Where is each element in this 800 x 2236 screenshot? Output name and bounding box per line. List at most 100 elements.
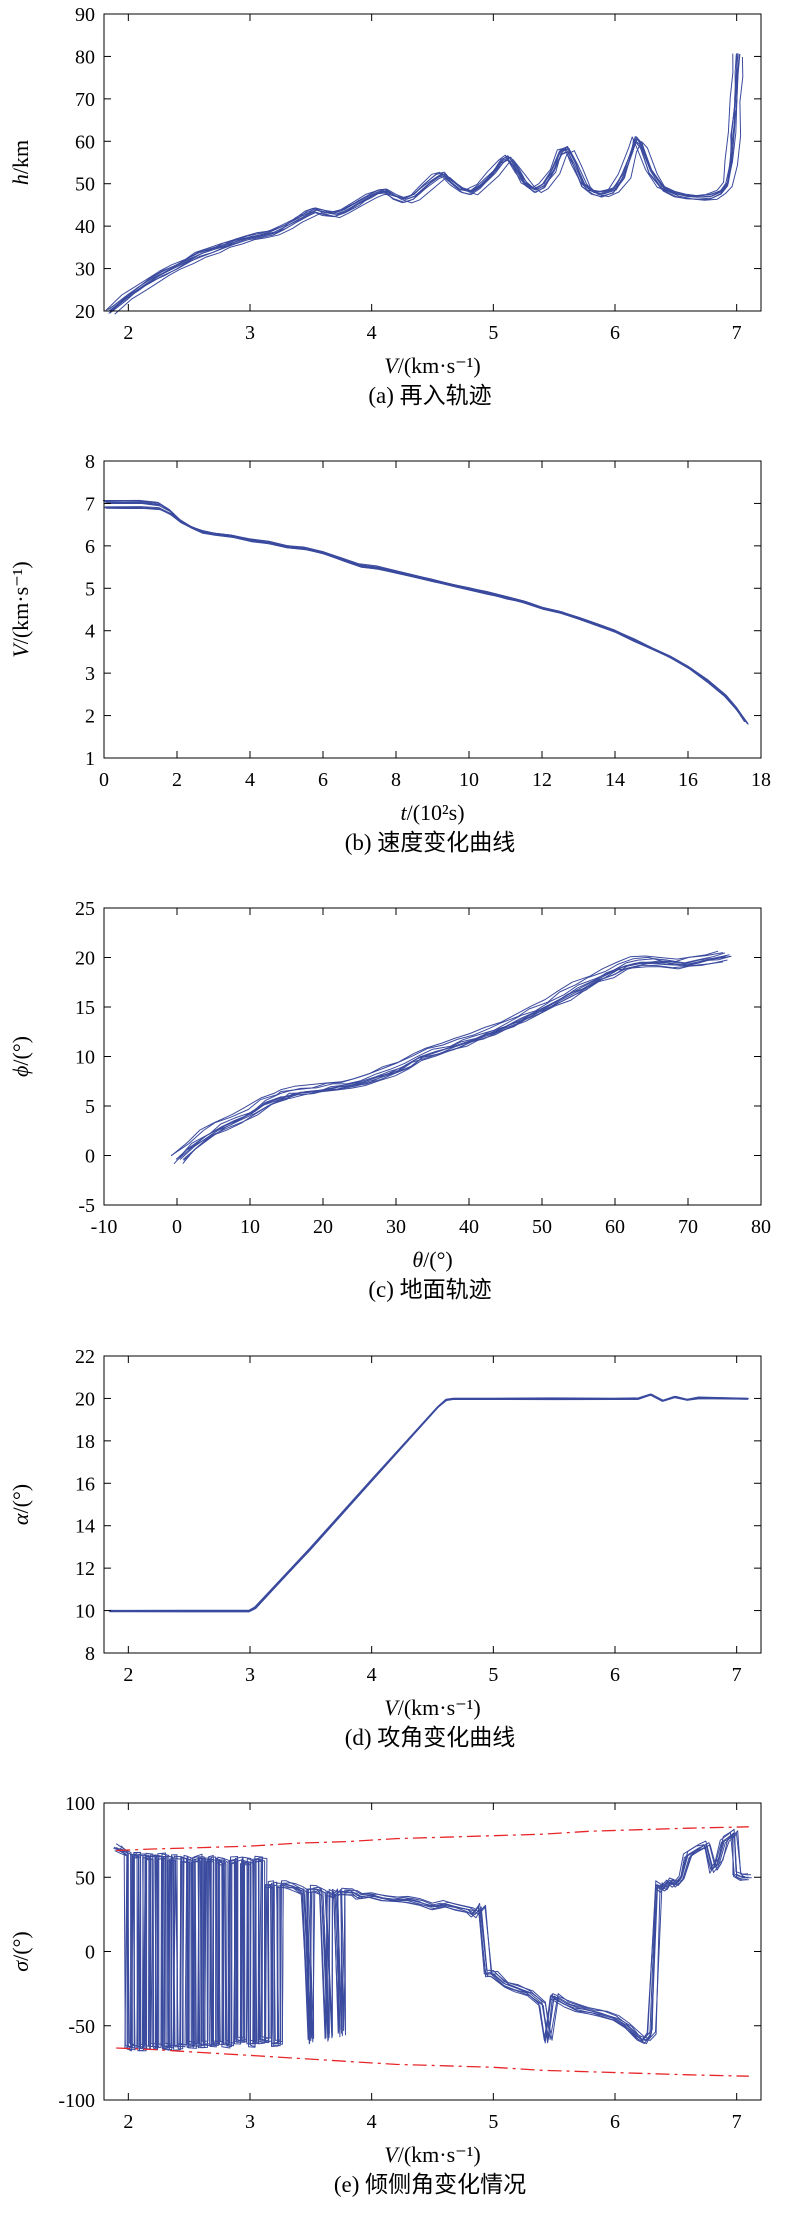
- panel-bank-angle: 2 3 4 5 6 7 -100 -50 0 50 100 V/(km·s⁻¹) σ/(°) (e) 倾…: [0, 1789, 800, 2236]
- svg-text:8: 8: [85, 451, 95, 473]
- svg-text:7: 7: [85, 494, 95, 516]
- svg-text:0: 0: [85, 1941, 95, 1963]
- svg-text:V/(km·s⁻¹): V/(km·s⁻¹): [384, 353, 480, 378]
- svg-text:5: 5: [85, 578, 95, 600]
- svg-text:4: 4: [367, 1664, 377, 1686]
- svg-text:h/km: h/km: [8, 140, 33, 185]
- svg-text:1: 1: [85, 748, 95, 770]
- svg-text:3: 3: [245, 1664, 255, 1686]
- svg-text:θ/(°): θ/(°): [412, 1247, 452, 1272]
- svg-text:5: 5: [85, 1096, 95, 1118]
- panel-velocity-curve: 0 2 4 6 8 10 12 14 16 18 1 2 3 4 5 6 7 8 t/(10²s) V/(km·s⁻¹…: [0, 447, 800, 894]
- svg-text:12: 12: [532, 769, 552, 791]
- svg-text:0: 0: [85, 1146, 95, 1168]
- svg-text:30: 30: [386, 1216, 406, 1238]
- svg-text:6: 6: [610, 1664, 620, 1686]
- svg-text:6: 6: [610, 2111, 620, 2133]
- angle-of-attack-plot: 2 3 4 5 6 7 8 10 12 14 16 18 20 22 V/(km·s⁻¹) α/(°): [8, 1346, 762, 1720]
- svg-text:-50: -50: [68, 2016, 95, 2038]
- svg-text:7: 7: [732, 322, 742, 344]
- svg-text:0: 0: [99, 769, 109, 791]
- svg-text:ϕ/(°): ϕ/(°): [8, 1036, 33, 1077]
- svg-text:2: 2: [123, 1664, 133, 1686]
- svg-text:50: 50: [532, 1216, 552, 1238]
- svg-text:14: 14: [75, 1515, 95, 1537]
- svg-text:2: 2: [123, 322, 133, 344]
- svg-text:20: 20: [75, 948, 95, 970]
- svg-text:20: 20: [75, 301, 95, 323]
- panel-angle-of-attack: 2 3 4 5 6 7 8 10 12 14 16 18 20 22 V/(km·s⁻¹) α/(°) (d)…: [0, 1342, 800, 1789]
- svg-text:6: 6: [610, 322, 620, 344]
- svg-text:-5: -5: [78, 1195, 95, 1217]
- svg-text:14: 14: [605, 769, 625, 791]
- svg-text:2: 2: [123, 2111, 133, 2133]
- svg-text:8: 8: [85, 1643, 95, 1665]
- svg-text:60: 60: [605, 1216, 625, 1238]
- svg-text:40: 40: [75, 216, 95, 238]
- caption-e: (e) 倾侧角变化情况: [333, 2171, 527, 2197]
- svg-text:100: 100: [65, 1793, 95, 1815]
- svg-text:50: 50: [75, 174, 95, 196]
- svg-text:2: 2: [172, 769, 182, 791]
- svg-text:20: 20: [313, 1216, 333, 1238]
- svg-text:-10: -10: [91, 1216, 118, 1238]
- panel-reentry-trajectory: 2 3 4 5 6 7 20 30 40 50 60 70 80 90 V/(km·s⁻¹) h/km (a)…: [0, 0, 800, 447]
- svg-text:2: 2: [85, 706, 95, 728]
- svg-text:80: 80: [75, 46, 95, 68]
- svg-text:0: 0: [172, 1216, 182, 1238]
- svg-text:18: 18: [75, 1430, 95, 1452]
- svg-text:50: 50: [75, 1867, 95, 1889]
- svg-text:15: 15: [75, 997, 95, 1019]
- svg-text:5: 5: [488, 322, 498, 344]
- svg-text:8: 8: [391, 769, 401, 791]
- velocity-curve-plot: 0 2 4 6 8 10 12 14 16 1812345678t/(10²s)V/(km·s⁻¹…: [8, 451, 771, 825]
- svg-text:σ/(°): σ/(°): [8, 1931, 33, 1971]
- reentry-trajectory-plot: 2 3 4 5 6 7 20 30 40 50 60 70 80 90 V/(km·s⁻¹) h/km: [8, 4, 762, 378]
- svg-text:90: 90: [75, 4, 95, 26]
- svg-text:3: 3: [245, 2111, 255, 2133]
- svg-text:V/(km·s⁻¹): V/(km·s⁻¹): [8, 561, 33, 657]
- svg-text:6: 6: [318, 769, 328, 791]
- svg-text:6: 6: [85, 536, 95, 558]
- svg-text:5: 5: [488, 1664, 498, 1686]
- svg-text:70: 70: [678, 1216, 698, 1238]
- svg-text:4: 4: [367, 2111, 377, 2133]
- svg-text:30: 30: [75, 259, 95, 281]
- svg-text:7: 7: [732, 1664, 742, 1686]
- svg-text:4: 4: [85, 621, 95, 643]
- svg-text:22: 22: [75, 1346, 95, 1368]
- svg-text:-100: -100: [58, 2090, 95, 2112]
- svg-text:20: 20: [75, 1388, 95, 1410]
- caption-a: (a) 再入轨迹: [368, 383, 492, 408]
- svg-text:7: 7: [732, 2111, 742, 2133]
- svg-text:25: 25: [75, 898, 95, 920]
- svg-text:70: 70: [75, 89, 95, 111]
- svg-text:12: 12: [75, 1558, 95, 1580]
- svg-text:10: 10: [75, 1047, 95, 1069]
- ground-track-plot: -10 0 10 20 30 40 50 60 70 80 -5 0 5 10 15 20 25 θ/(°) ϕ/(…: [8, 898, 771, 1272]
- svg-text:3: 3: [85, 663, 95, 685]
- svg-text:40: 40: [459, 1216, 479, 1238]
- svg-text:10: 10: [459, 769, 479, 791]
- svg-text:80: 80: [751, 1216, 771, 1238]
- svg-text:16: 16: [678, 769, 698, 791]
- svg-text:V/(km·s⁻¹): V/(km·s⁻¹): [384, 1695, 480, 1720]
- caption-d: (d) 攻角变化曲线: [344, 1724, 516, 1750]
- caption-c: (c) 地面轨迹: [368, 1277, 492, 1303]
- svg-text:4: 4: [367, 322, 377, 344]
- svg-text:18: 18: [751, 769, 771, 791]
- svg-text:60: 60: [75, 131, 95, 153]
- svg-text:10: 10: [240, 1216, 260, 1238]
- svg-text:α/(°): α/(°): [8, 1484, 33, 1525]
- svg-text:V/(km·s⁻¹): V/(km·s⁻¹): [384, 2142, 480, 2167]
- svg-text:4: 4: [245, 769, 255, 791]
- svg-text:5: 5: [488, 2111, 498, 2133]
- bank-angle-plot: 2 3 4 5 6 7 -100 -50 0 50 100 V/(km·s⁻¹) σ/(°): [8, 1793, 762, 2167]
- svg-text:16: 16: [75, 1473, 95, 1495]
- svg-text:t/(10²s): t/(10²s): [400, 800, 464, 825]
- panel-ground-track: -10 0 10 20 30 40 50 60 70 80 -5 0 5 10 15 20 25 θ/(°) ϕ/(…: [0, 894, 800, 1341]
- caption-b: (b) 速度变化曲线: [344, 830, 516, 856]
- svg-text:10: 10: [75, 1600, 95, 1622]
- svg-text:3: 3: [245, 322, 255, 344]
